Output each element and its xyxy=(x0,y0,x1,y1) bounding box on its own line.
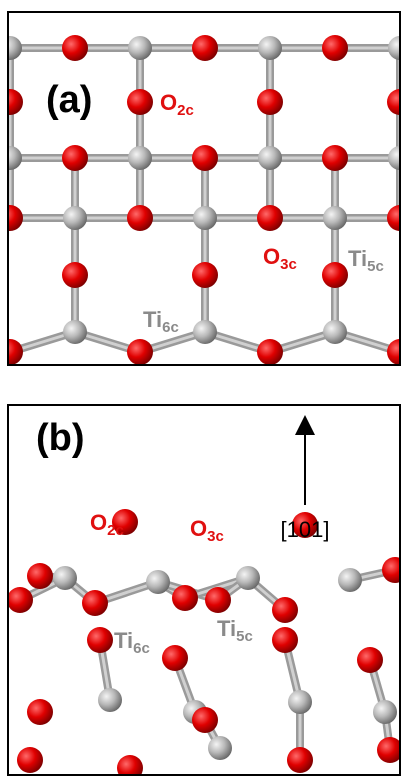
oxygen-atom xyxy=(322,35,348,61)
titanium-atom xyxy=(98,688,122,712)
atom-label: Ti5c xyxy=(217,616,253,645)
oxygen-atom xyxy=(377,737,402,763)
titanium-atom xyxy=(63,206,87,230)
oxygen-atom xyxy=(257,339,283,365)
titanium-atom xyxy=(128,146,152,170)
oxygen-atom xyxy=(62,145,88,171)
atom-label: O2c xyxy=(160,90,194,119)
oxygen-atom xyxy=(172,585,198,611)
oxygen-atom xyxy=(192,35,218,61)
titanium-atom xyxy=(53,566,77,590)
titanium-atom xyxy=(338,568,362,592)
oxygen-atom xyxy=(257,89,283,115)
titanium-atom xyxy=(373,700,397,724)
oxygen-atom xyxy=(192,262,218,288)
oxygen-atom xyxy=(62,262,88,288)
atom-label: O3c xyxy=(190,516,224,545)
oxygen-atom xyxy=(127,205,153,231)
oxygen-atom xyxy=(357,647,383,673)
atom-label: Ti6c xyxy=(143,307,179,336)
titanium-atom xyxy=(258,146,282,170)
oxygen-atom xyxy=(322,262,348,288)
oxygen-atom xyxy=(272,627,298,653)
oxygen-atom xyxy=(0,89,23,115)
titanium-atom xyxy=(193,206,217,230)
titanium-atom xyxy=(0,146,22,170)
atom-label: Ti6c xyxy=(114,628,150,657)
figure: (a) O2c O3c Ti5c Ti6c (b) [101] O2c O3c … xyxy=(0,0,402,778)
oxygen-atom xyxy=(205,587,231,613)
titanium-atom xyxy=(208,736,232,760)
titanium-atom xyxy=(63,320,87,344)
oxygen-atom xyxy=(0,205,23,231)
oxygen-atom xyxy=(27,563,53,589)
titanium-atom xyxy=(128,36,152,60)
oxygen-atom xyxy=(322,145,348,171)
titanium-atom xyxy=(193,320,217,344)
titanium-atom xyxy=(288,690,312,714)
oxygen-atom xyxy=(62,35,88,61)
oxygen-atom xyxy=(0,339,23,365)
oxygen-atom xyxy=(87,627,113,653)
titanium-atom xyxy=(323,206,347,230)
titanium-atom xyxy=(258,36,282,60)
oxygen-atom xyxy=(127,339,153,365)
oxygen-atom xyxy=(7,587,33,613)
titanium-atom xyxy=(323,320,347,344)
panel-label: (a) xyxy=(46,79,92,121)
titanium-atom xyxy=(146,570,170,594)
oxygen-atom xyxy=(82,590,108,616)
oxygen-atom xyxy=(192,145,218,171)
structure-b xyxy=(7,509,402,778)
panel-label: (b) xyxy=(36,417,85,459)
oxygen-atom xyxy=(162,645,188,671)
oxygen-atom xyxy=(272,597,298,623)
oxygen-atom xyxy=(192,707,218,733)
oxygen-atom xyxy=(287,747,313,773)
oxygen-atom xyxy=(17,747,43,773)
oxygen-atom xyxy=(27,699,53,725)
titanium-atom xyxy=(0,36,22,60)
atom-label: Ti5c xyxy=(348,246,384,275)
oxygen-atom xyxy=(127,89,153,115)
oxygen-atom xyxy=(257,205,283,231)
titanium-atom xyxy=(236,566,260,590)
direction-label: [101] xyxy=(281,517,330,542)
atom-label: O3c xyxy=(263,244,297,273)
